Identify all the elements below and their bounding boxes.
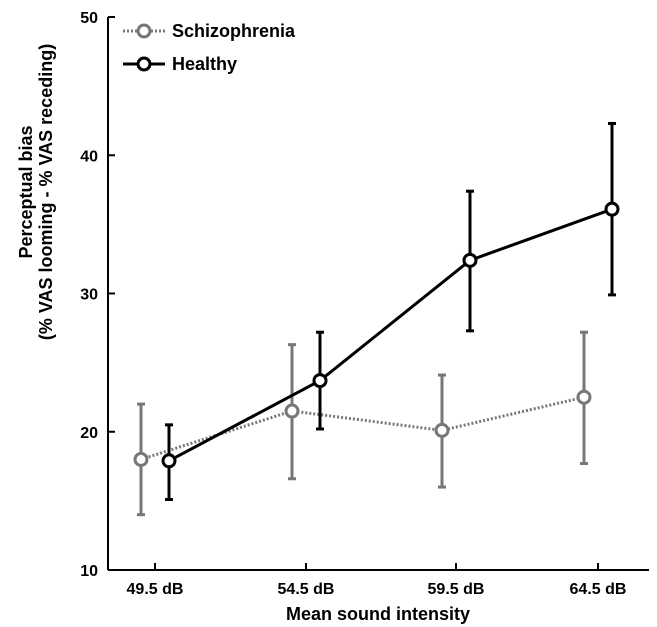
data-point-healthy-3 bbox=[604, 201, 620, 217]
x-tick-label-3: 64.5 dB bbox=[570, 581, 627, 598]
y-tick-label-10: 10 bbox=[80, 563, 98, 580]
data-point-healthy-2 bbox=[462, 252, 478, 268]
y-tick-label-50: 50 bbox=[80, 10, 98, 27]
series-schizophrenia bbox=[133, 330, 592, 517]
data-point-schizophrenia-3 bbox=[576, 389, 592, 405]
series-line-healthy bbox=[168, 207, 613, 463]
x-tick-label-1: 54.5 dB bbox=[278, 581, 335, 598]
data-point-schizophrenia-2 bbox=[434, 422, 450, 438]
legend-marker-schizophrenia bbox=[136, 23, 152, 39]
y-tick-label-30: 30 bbox=[80, 287, 98, 304]
axes: 10 20 30 40 50 49.5 dB 54.5 dB 59.5 dB 64.5 dB bbox=[80, 10, 649, 598]
series-healthy bbox=[161, 121, 620, 501]
data-point-schizophrenia-1 bbox=[284, 403, 300, 419]
data-point-healthy-1 bbox=[312, 373, 328, 389]
legend-label-schizophrenia: Schizophrenia bbox=[172, 21, 296, 41]
legend: Schizophrenia Healthy bbox=[123, 21, 296, 74]
y-axis-label-line-1: Perceptual bias bbox=[16, 125, 36, 258]
data-point-healthy-0 bbox=[161, 453, 177, 469]
series-line-schizophrenia bbox=[140, 395, 585, 461]
legend-marker-healthy bbox=[136, 56, 152, 72]
y-axis-label-group: Perceptual bias (% VAS looming - % VAS r… bbox=[16, 44, 56, 340]
legend-label-healthy: Healthy bbox=[172, 54, 237, 74]
y-tick-label-20: 20 bbox=[80, 425, 98, 442]
data-point-schizophrenia-0 bbox=[133, 451, 149, 467]
y-tick-label-40: 40 bbox=[80, 148, 98, 165]
y-axis-label-line-2: (% VAS looming - % VAS receding) bbox=[36, 44, 56, 340]
x-axis-label: Mean sound intensity bbox=[286, 604, 470, 624]
x-tick-label-0: 49.5 dB bbox=[127, 581, 184, 598]
series-layer bbox=[133, 121, 620, 517]
x-tick-label-2: 59.5 dB bbox=[428, 581, 485, 598]
